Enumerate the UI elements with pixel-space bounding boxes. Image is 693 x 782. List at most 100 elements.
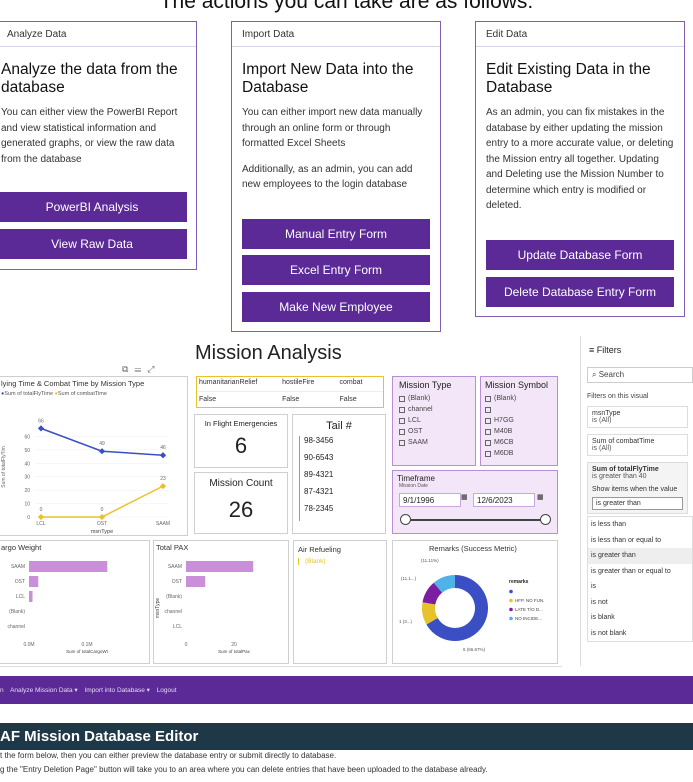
checkbox-icon[interactable] (485, 450, 491, 457)
slicer-item[interactable]: M6CB (485, 437, 557, 448)
donut-slice (426, 575, 488, 641)
filter-search-input[interactable]: ⌕ Search (587, 367, 693, 383)
filter-selected: is greater than (596, 500, 641, 507)
slicer-item[interactable]: channel (399, 404, 475, 415)
legend-label: HFP. NO FUN. (515, 598, 544, 603)
x-tick-label: 20 (231, 642, 237, 648)
filter-option[interactable]: is not blank (591, 629, 627, 637)
checkbox-icon[interactable] (399, 439, 405, 446)
nav-item[interactable]: n (0, 687, 4, 694)
filter-card-totalflytime[interactable]: Sum of totalFlyTime is greater than 40 S… (587, 462, 688, 514)
slicer-item[interactable]: (Blank) (399, 393, 475, 404)
slicer-item-label: (Blank) (494, 395, 517, 402)
filter-icon[interactable]: ☰ (134, 364, 148, 374)
checkbox-icon[interactable] (485, 417, 491, 424)
filter-option[interactable]: is (591, 583, 597, 590)
flying-chart-title: lying Time & Combat Time by Mission Type (1, 379, 145, 388)
tail-item[interactable]: 78-2345 (299, 504, 385, 521)
nav-import-into-database[interactable]: Import into Database ▾ (84, 687, 150, 694)
checkbox-icon[interactable] (399, 417, 405, 424)
cargo-weight-chart[interactable]: argo Weight SAAM OST LCL (Blank) channel 0.0M… (0, 540, 150, 664)
calendar-icon[interactable]: ▦ (461, 494, 468, 501)
tail-item[interactable]: 87-4321 (299, 487, 385, 504)
analyze-card-title: Analyze the data from the database (1, 61, 178, 96)
timeframe-slicer[interactable]: Timeframe Mission Date 9/1/1996 ▦ 12/6/2… (392, 470, 558, 534)
slicer-item[interactable] (485, 404, 557, 415)
calendar-icon[interactable]: ▦ (537, 494, 544, 501)
air-refueling-slicer[interactable]: Air Refueling (Blank) (293, 540, 387, 664)
filter-condition-select[interactable]: is greater than (592, 497, 683, 510)
filter-option[interactable]: is less than (591, 521, 627, 528)
editor-banner: AF Mission Database Editor (0, 723, 693, 750)
bar (29, 576, 39, 587)
flag-header: humanitarianRelief (199, 379, 258, 386)
remarks-donut-chart[interactable]: Remarks (Success Metric) (11.11%) (11.1..… (392, 540, 558, 664)
range-end-handle[interactable] (540, 514, 551, 525)
tail-number-slicer[interactable]: Tail # 98-3456 90-6543 89-4321 87-4321 78-23… (292, 414, 386, 534)
slicer-item-label: H7GG (494, 417, 514, 424)
slicer-item[interactable]: OST (399, 426, 475, 437)
x-tick-label: OST (97, 521, 107, 527)
checkbox-icon[interactable] (485, 428, 491, 435)
mission-type-slicer[interactable]: Mission Type (Blank) channel LCL OST SAAM (392, 376, 476, 466)
slicer-item[interactable]: (Blank) (485, 393, 557, 404)
make-new-employee-button[interactable]: Make New Employee (242, 292, 430, 322)
legend-swatch (509, 589, 513, 594)
range-start-handle[interactable] (400, 514, 411, 525)
visual-toolbar: ⧉☰⤢ (122, 364, 160, 375)
flying-time-chart[interactable]: lying Time & Combat Time by Mission Type… (0, 376, 188, 536)
delete-database-entry-form-button[interactable]: Delete Database Entry Form (486, 277, 674, 307)
focus-mode-icon[interactable]: ⤢ (147, 364, 161, 374)
tail-item[interactable]: 98-3456 (299, 436, 385, 453)
slicer-item[interactable]: LCL (399, 415, 475, 426)
checkbox-icon[interactable] (399, 406, 405, 413)
tail-item[interactable]: 89-4321 (299, 470, 385, 487)
powerbi-analysis-button[interactable]: PowerBI Analysis (0, 192, 187, 222)
copy-icon[interactable]: ⧉ (122, 364, 135, 374)
slicer-item-label: M40B (494, 428, 513, 435)
slicer-item[interactable]: SAAM (399, 437, 475, 448)
flag-header: combat (339, 379, 363, 386)
manual-entry-form-button[interactable]: Manual Entry Form (242, 219, 430, 249)
category-label: OST (15, 579, 25, 585)
filter-option[interactable]: is blank (591, 614, 615, 621)
excel-entry-form-button[interactable]: Excel Entry Form (242, 255, 430, 285)
y-axis-label: Sum of totalFlyTim (1, 446, 7, 488)
y-tick-label: 0 (27, 515, 30, 521)
nav-logout[interactable]: Logout (156, 687, 177, 694)
checkbox-icon[interactable] (485, 406, 491, 413)
mission-symbol-slicer[interactable]: Mission Symbol (Blank) H7GG M40B M6CB M6DB (480, 376, 558, 466)
timeframe-start-input[interactable]: 9/1/1996 (399, 493, 461, 507)
timeframe-title: Timeframe (397, 474, 435, 483)
filter-lines-icon: ≡ (589, 345, 595, 355)
total-pax-chart[interactable]: Total PAX SAAM OST (Blank) channel LCL 0 20 Sum… (153, 540, 289, 664)
bar (186, 561, 254, 572)
slicer-item[interactable]: M6DB (485, 448, 557, 459)
category-label: channel (7, 624, 25, 630)
update-database-form-button[interactable]: Update Database Form (486, 240, 674, 270)
filter-card-msntype[interactable]: msnType is (All) (587, 406, 688, 428)
timeframe-end-input[interactable]: 12/6/2023 (473, 493, 535, 507)
filter-option[interactable]: is less than or equal to (591, 536, 662, 544)
filter-option[interactable]: is greater than (588, 548, 692, 564)
tail-item[interactable]: 90-6543 (299, 453, 385, 470)
x-axis-label: Sum of totalPax (218, 649, 251, 654)
y-tick-label: 30 (24, 475, 30, 481)
flying-chart-legend: ●Sum of totalFlyTime ●Sum of combatTime (1, 391, 107, 397)
view-raw-data-button[interactable]: View Raw Data (0, 229, 187, 259)
filter-option[interactable]: is not (591, 598, 608, 606)
slicer-item[interactable]: H7GG (485, 415, 557, 426)
checkbox-icon[interactable] (485, 439, 491, 446)
filter-card-combattime[interactable]: Sum of combatTime is (All) (587, 434, 688, 456)
x-tick-label: LCL (36, 521, 45, 527)
checkbox-icon[interactable] (399, 395, 405, 402)
checkbox-icon[interactable] (399, 428, 405, 435)
checkbox-icon[interactable] (485, 395, 491, 402)
edit-card: Edit Data Edit Existing Data in the Data… (475, 21, 685, 317)
filter-option[interactable]: is greater than or equal to (591, 567, 671, 575)
mission-count-card: Mission Count 26 (194, 472, 288, 534)
slicer-item[interactable]: M40B (485, 426, 557, 437)
donut-slice (422, 582, 443, 605)
nav-analyze-mission-data[interactable]: Analyze Mission Data ▾ (10, 687, 78, 694)
